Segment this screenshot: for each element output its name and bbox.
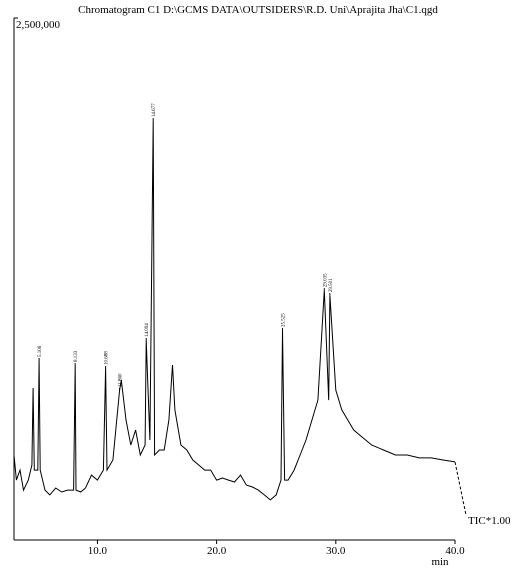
x-tick-label: 20.0 (207, 545, 227, 557)
x-axis-label: min (431, 556, 449, 568)
chart-title: Chromatogram C1 D:\GCMS DATA\OUTSIDERS\R… (78, 4, 438, 16)
trace-label: TIC*1.00 (468, 515, 511, 527)
y-tick-label: 2,500,000 (16, 19, 61, 31)
peak-label: 10.688 (105, 351, 110, 365)
peak-label: 11.860 (119, 373, 124, 387)
x-tick-label: 10.0 (88, 545, 108, 557)
trace-leader (454, 461, 467, 516)
x-tick-label: 30.0 (326, 545, 346, 557)
peak-label: 29.501 (329, 278, 334, 292)
peak-label: 8.133 (74, 350, 79, 362)
peak-label: 29.035 (323, 273, 328, 287)
peak-label: 14.677 (152, 103, 157, 117)
x-tick-label: 40.0 (445, 545, 465, 557)
chromatogram-trace (13, 120, 456, 501)
peak-label: 5.106 (38, 345, 43, 357)
peak-label: 14.094 (145, 323, 150, 337)
peak-label: 25.525 (281, 313, 286, 327)
